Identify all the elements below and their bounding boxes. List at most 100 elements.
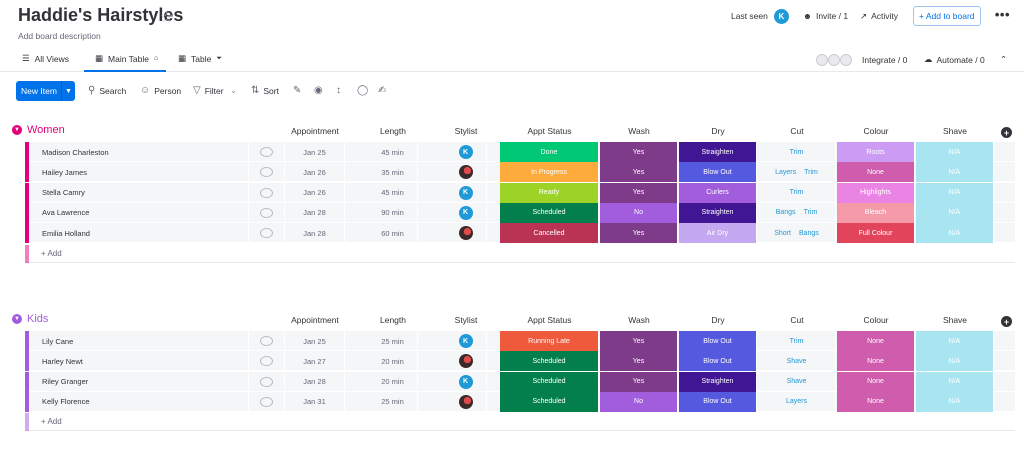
colour-cell[interactable]: Roots — [837, 142, 915, 162]
status-cell[interactable]: Scheduled — [500, 391, 599, 412]
shave-cell[interactable]: N/A — [916, 142, 994, 162]
stylist-cell[interactable] — [445, 391, 487, 412]
length-cell[interactable]: 60 min — [368, 223, 418, 244]
length-cell[interactable]: 20 min — [368, 351, 418, 372]
length-cell[interactable]: 45 min — [368, 182, 418, 203]
shave-cell[interactable]: N/A — [916, 371, 994, 392]
dry-cell[interactable]: Curlers — [679, 182, 757, 203]
table-row[interactable]: Hailey James Jan 26 35 min In Progress Yes Bl… — [25, 162, 1015, 183]
table-row[interactable]: Harley Newt Jan 27 20 min Scheduled Yes Blow … — [25, 351, 1015, 372]
item-name[interactable]: Lily Cane — [29, 331, 249, 351]
star-icon[interactable]: ☆ — [160, 9, 174, 26]
sort-button[interactable]: ⇅ Sort — [251, 85, 279, 96]
activity-button[interactable]: ↗ Activity — [860, 6, 898, 26]
add-item-row[interactable]: + Add — [25, 244, 1015, 263]
cut-cell[interactable]: Short Bangs — [758, 223, 836, 244]
collapse-icon[interactable]: ⌃ — [1000, 54, 1008, 64]
stylist-cell[interactable] — [445, 351, 487, 372]
cut-cell[interactable]: Shave — [758, 351, 836, 372]
column-header[interactable]: Appt Status — [527, 315, 572, 325]
add-column-icon[interactable]: + — [1001, 127, 1012, 138]
avatar[interactable] — [458, 165, 473, 180]
wash-cell[interactable]: Yes — [600, 162, 678, 183]
avatar[interactable] — [458, 394, 473, 409]
wash-cell[interactable]: Yes — [600, 331, 678, 351]
item-name[interactable]: Harley Newt — [29, 351, 249, 372]
stylist-cell[interactable] — [445, 162, 487, 183]
dry-cell[interactable]: Straighten — [679, 371, 757, 392]
chevron-down-icon[interactable]: ▼ — [12, 314, 22, 324]
column-header[interactable]: Colour — [863, 315, 889, 325]
avatar[interactable] — [458, 354, 473, 369]
dry-cell[interactable]: Straighten — [679, 142, 757, 162]
dry-cell[interactable]: Blow Out — [679, 331, 757, 351]
conversation-button[interactable] — [249, 371, 285, 392]
wash-cell[interactable]: No — [600, 391, 678, 412]
wash-cell[interactable]: No — [600, 202, 678, 223]
group-title[interactable]: ▼ Kids — [12, 313, 48, 325]
appointment-cell[interactable]: Jan 26 — [285, 182, 345, 203]
length-cell[interactable]: 25 min — [368, 391, 418, 412]
table-row[interactable]: Kelly Florence Jan 31 25 min Scheduled No Blo… — [25, 391, 1015, 412]
chevron-down-icon[interactable]: ▼ — [61, 81, 75, 101]
board-description[interactable]: Add board description — [18, 31, 101, 41]
column-header[interactable]: Length — [380, 126, 406, 136]
colour-cell[interactable]: None — [837, 331, 915, 351]
colour-cell[interactable]: None — [837, 371, 915, 392]
new-item-button[interactable]: New Item ▼ — [16, 81, 75, 101]
item-name[interactable]: Riley Granger — [29, 371, 249, 392]
add-column-icon[interactable]: + — [1001, 316, 1012, 327]
avatar[interactable]: K — [458, 374, 473, 389]
table-row[interactable]: Ava Lawrence Jan 28 90 min K Scheduled No Stra… — [25, 202, 1015, 223]
column-header[interactable]: Wash — [628, 315, 650, 325]
stylist-cell[interactable]: K — [445, 202, 487, 223]
stylist-cell[interactable]: K — [445, 371, 487, 392]
person-filter-button[interactable]: ☺ Person — [140, 85, 181, 96]
status-cell[interactable]: Scheduled — [500, 202, 599, 223]
status-cell[interactable]: Scheduled — [500, 371, 599, 392]
status-cell[interactable]: In Progress — [500, 162, 599, 183]
cut-cell[interactable]: Trim — [758, 142, 836, 162]
wash-cell[interactable]: Yes — [600, 371, 678, 392]
search-button[interactable]: ⚲ Search — [88, 85, 126, 96]
integrate-button[interactable]: Integrate / 0 — [816, 54, 907, 66]
length-cell[interactable]: 25 min — [368, 331, 418, 351]
chevron-down-icon[interactable]: ▼ — [12, 125, 22, 135]
shave-cell[interactable]: N/A — [916, 351, 994, 372]
appointment-cell[interactable]: Jan 25 — [285, 331, 345, 351]
automate-button[interactable]: ☁ Automate / 0 — [924, 54, 985, 65]
length-cell[interactable]: 45 min — [368, 142, 418, 162]
conversation-button[interactable] — [249, 331, 285, 351]
avatar[interactable]: K — [773, 8, 789, 24]
table-row[interactable]: Lily Cane Jan 25 25 min K Running Late Yes Blo… — [25, 331, 1015, 351]
colour-cell[interactable]: None — [837, 162, 915, 183]
wash-cell[interactable]: Yes — [600, 182, 678, 203]
avatar[interactable]: K — [458, 334, 473, 348]
row-height-icon[interactable]: ↕ — [336, 85, 341, 96]
item-name[interactable]: Madison Charleston — [29, 142, 249, 162]
add-item-row[interactable]: + Add — [25, 413, 1015, 432]
dry-cell[interactable]: Blow Out — [679, 391, 757, 412]
wash-cell[interactable]: Yes — [600, 223, 678, 244]
color-icon[interactable]: ◯ — [357, 85, 369, 96]
avatar[interactable]: K — [458, 205, 473, 220]
pin-icon[interactable]: ✎ — [293, 85, 302, 96]
appointment-cell[interactable]: Jan 28 — [285, 202, 345, 223]
appointment-cell[interactable]: Jan 27 — [285, 351, 345, 372]
length-cell[interactable]: 90 min — [368, 202, 418, 223]
column-header[interactable]: Stylist — [454, 126, 478, 136]
colour-cell[interactable]: None — [837, 391, 915, 412]
length-cell[interactable]: 20 min — [368, 371, 418, 392]
more-options-icon[interactable]: ••• — [994, 7, 1010, 22]
column-header[interactable]: Dry — [711, 315, 725, 325]
table-row[interactable]: Madison Charleston Jan 25 45 min K Done Yes St… — [25, 142, 1015, 162]
tab-all-views[interactable]: ☰ All Views — [22, 53, 69, 64]
shave-cell[interactable]: N/A — [916, 331, 994, 351]
status-cell[interactable]: Ready — [500, 182, 599, 203]
conversation-button[interactable] — [249, 351, 285, 372]
column-header[interactable]: Shave — [942, 126, 968, 136]
column-header[interactable]: Length — [380, 315, 406, 325]
colour-cell[interactable]: None — [837, 351, 915, 372]
cut-cell[interactable]: Layers Trim — [758, 162, 836, 183]
wash-cell[interactable]: Yes — [600, 142, 678, 162]
